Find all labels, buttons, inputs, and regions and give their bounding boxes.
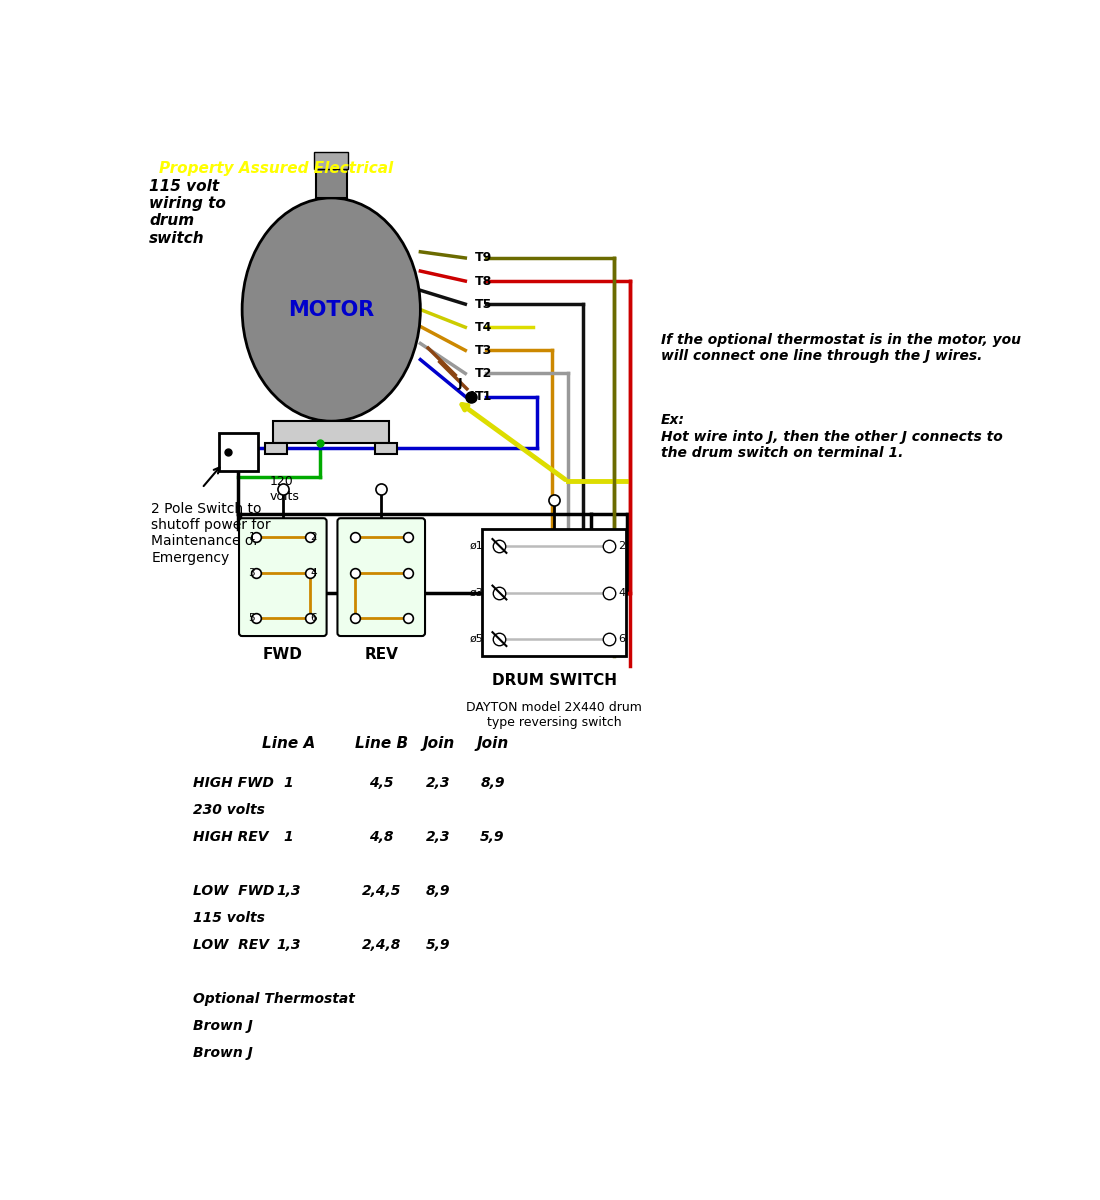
Text: 4: 4 — [618, 588, 625, 598]
Text: Optional Thermostat: Optional Thermostat — [194, 991, 355, 1006]
Text: 1: 1 — [284, 776, 294, 790]
Text: ø5: ø5 — [470, 634, 483, 644]
Text: Line B: Line B — [355, 736, 408, 751]
Ellipse shape — [242, 198, 420, 421]
Text: Join: Join — [422, 736, 454, 751]
Text: HIGH FWD: HIGH FWD — [194, 776, 274, 790]
Text: DAYTON model 2X440 drum
type reversing switch: DAYTON model 2X440 drum type reversing s… — [466, 701, 642, 728]
Bar — [273, 421, 389, 443]
Text: 6: 6 — [618, 634, 625, 644]
Text: T2: T2 — [474, 367, 492, 380]
Text: 4,8: 4,8 — [370, 830, 394, 844]
Text: 2,3: 2,3 — [426, 830, 451, 844]
Text: 4,5: 4,5 — [370, 776, 394, 790]
Text: Line A: Line A — [262, 736, 316, 751]
Text: 5,9: 5,9 — [426, 938, 451, 952]
Text: 5: 5 — [249, 612, 255, 623]
Bar — [483, 529, 626, 656]
Text: J: J — [470, 390, 474, 403]
Text: 115 volt
wiring to
drum
switch: 115 volt wiring to drum switch — [150, 179, 226, 246]
Text: T9: T9 — [474, 252, 492, 264]
FancyBboxPatch shape — [338, 518, 425, 636]
Text: Brown J: Brown J — [194, 1045, 253, 1060]
Text: REV: REV — [364, 647, 398, 662]
Bar — [265, 443, 287, 455]
Text: If the optional thermostat is in the motor, you
will connect one line through th: If the optional thermostat is in the mot… — [661, 332, 1021, 362]
Text: 8,9: 8,9 — [426, 884, 451, 898]
Text: 120 volts: 120 volts — [306, 430, 364, 443]
Text: 2 Pole Switch to
shutoff power for
Maintenance or
Emergency: 2 Pole Switch to shutoff power for Maint… — [152, 502, 271, 565]
Text: LOW  REV: LOW REV — [194, 938, 270, 952]
Text: ø1: ø1 — [470, 541, 483, 551]
Text: 120
volts: 120 volts — [270, 475, 299, 503]
Text: Property Assured Electrical: Property Assured Electrical — [160, 161, 394, 176]
Text: Join: Join — [476, 736, 508, 751]
Text: HIGH REV: HIGH REV — [194, 830, 268, 844]
Text: 8,9: 8,9 — [481, 776, 505, 790]
Text: 6: 6 — [310, 612, 317, 623]
Text: 1: 1 — [249, 532, 255, 541]
Text: 2,3: 2,3 — [426, 776, 451, 790]
Bar — [375, 443, 397, 455]
Text: LOW  FWD: LOW FWD — [194, 884, 275, 898]
Bar — [316, 169, 346, 198]
Text: 115 volts: 115 volts — [194, 911, 265, 925]
FancyBboxPatch shape — [239, 518, 327, 636]
Text: Ex:
Hot wire into J, then the other J connects to
the drum switch on terminal 1.: Ex: Hot wire into J, then the other J co… — [661, 414, 1002, 460]
Text: 2,4,8: 2,4,8 — [362, 938, 402, 952]
Text: 2: 2 — [310, 532, 317, 541]
Text: 1,3: 1,3 — [276, 884, 301, 898]
Text: T8: T8 — [474, 275, 492, 288]
Text: FWD: FWD — [263, 647, 302, 662]
Text: 230 volts: 230 volts — [194, 803, 265, 817]
Text: 1: 1 — [284, 830, 294, 844]
Bar — [219, 433, 257, 472]
Text: T1: T1 — [474, 390, 492, 403]
Text: 1,3: 1,3 — [276, 938, 301, 952]
Text: 4: 4 — [310, 569, 317, 578]
Text: T5: T5 — [474, 298, 492, 311]
Text: Brown J: Brown J — [194, 1019, 253, 1033]
Text: DRUM SWITCH: DRUM SWITCH — [492, 673, 617, 688]
Text: 5,9: 5,9 — [481, 830, 505, 844]
Text: 2: 2 — [618, 541, 625, 551]
Text: J: J — [458, 377, 462, 390]
Text: 3: 3 — [249, 569, 255, 578]
Text: T4: T4 — [474, 320, 492, 334]
Bar — [315, 151, 349, 169]
Text: MOTOR: MOTOR — [288, 300, 374, 319]
Text: T3: T3 — [474, 344, 492, 356]
Text: ø3: ø3 — [470, 588, 483, 598]
Text: 2,4,5: 2,4,5 — [362, 884, 402, 898]
